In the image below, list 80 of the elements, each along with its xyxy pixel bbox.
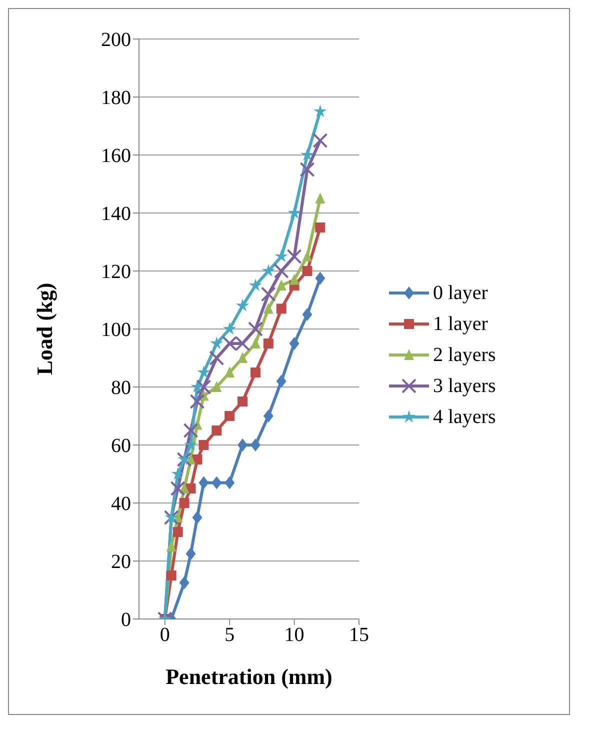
y-tick-label: 80 — [111, 377, 131, 400]
point — [315, 192, 326, 204]
point — [190, 380, 204, 393]
point — [274, 250, 288, 262]
point — [196, 380, 212, 394]
point — [222, 322, 236, 335]
point — [209, 350, 224, 366]
point — [289, 337, 300, 350]
point — [192, 511, 202, 524]
point — [315, 272, 326, 285]
y-axis-title: Load (kg) — [32, 282, 57, 376]
point — [248, 322, 263, 336]
point — [238, 396, 248, 406]
point — [288, 206, 301, 219]
y-tick-label: 140 — [101, 203, 131, 226]
point — [224, 476, 235, 490]
point — [238, 438, 248, 452]
point — [212, 381, 222, 392]
point — [238, 352, 248, 363]
point — [212, 426, 222, 436]
x-tick-label: 5 — [224, 624, 235, 646]
point — [289, 274, 300, 285]
point — [190, 394, 205, 409]
point — [286, 249, 302, 264]
y-tick-label: 200 — [101, 29, 131, 52]
point — [179, 576, 190, 590]
point — [186, 547, 196, 560]
point — [183, 423, 198, 438]
point — [315, 222, 326, 232]
point — [276, 280, 286, 290]
point — [260, 286, 276, 302]
point — [171, 467, 184, 480]
x-tick-label: 10 — [284, 624, 304, 646]
point — [250, 438, 260, 452]
y-tick-label: 40 — [111, 493, 131, 516]
legend-label: 2 layers — [433, 344, 496, 366]
point — [198, 440, 209, 450]
point — [198, 476, 209, 490]
point — [224, 411, 235, 421]
x-tick-label: 15 — [349, 624, 369, 646]
point — [312, 133, 328, 148]
point — [302, 266, 312, 276]
point — [263, 302, 274, 314]
point — [274, 264, 289, 278]
point — [170, 481, 186, 496]
y-tick-label: 160 — [101, 145, 131, 168]
point — [212, 476, 222, 490]
point — [210, 336, 224, 350]
y-tick-label: 180 — [101, 87, 131, 110]
point — [302, 308, 312, 321]
y-tick-label: 120 — [101, 261, 131, 284]
point — [250, 368, 260, 378]
point — [276, 374, 286, 388]
legend-label: 3 layers — [433, 374, 496, 398]
point — [179, 498, 190, 508]
y-tick-label: 20 — [111, 551, 131, 574]
y-tick-label: 0 — [121, 609, 131, 632]
point — [172, 527, 183, 537]
point — [300, 162, 315, 177]
point — [276, 304, 286, 314]
point — [197, 366, 210, 378]
y-tick-label: 100 — [101, 319, 131, 342]
point — [302, 250, 312, 262]
point — [224, 366, 235, 378]
point — [236, 298, 250, 312]
legend-label: 1 layer — [433, 312, 488, 336]
point — [300, 148, 314, 161]
x-axis-title: Penetration (mm) — [166, 664, 332, 689]
y-tick-label: 60 — [111, 435, 131, 458]
legend-label: 4 layers — [433, 406, 496, 428]
point — [314, 104, 327, 118]
x-tick-label: 0 — [160, 624, 170, 646]
point — [263, 410, 274, 422]
point — [263, 338, 274, 348]
point — [166, 540, 176, 552]
point — [250, 338, 260, 348]
point — [166, 570, 176, 580]
point — [248, 278, 262, 292]
legend-label: 0 layer — [433, 282, 488, 304]
point — [262, 264, 276, 277]
